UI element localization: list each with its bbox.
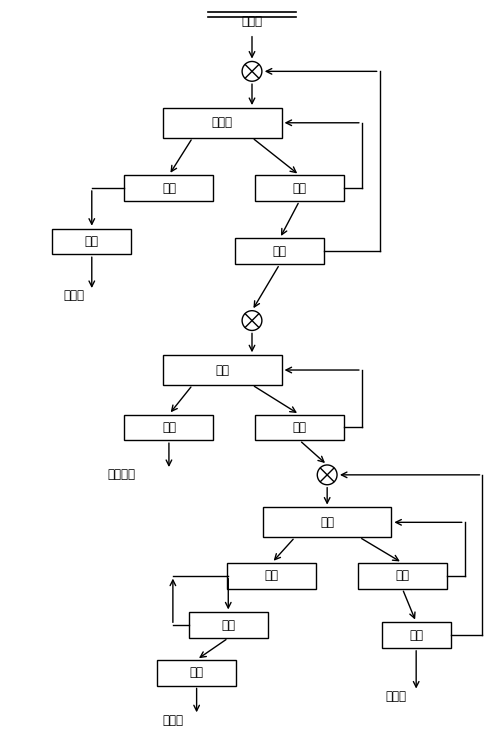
Text: 扫二: 扫二 xyxy=(273,245,287,258)
Bar xyxy=(163,355,282,385)
Text: 精一: 精一 xyxy=(265,569,279,583)
Text: 铅粗选: 铅粗选 xyxy=(212,116,233,129)
Text: 铜精矿: 铜精矿 xyxy=(162,713,183,727)
Circle shape xyxy=(242,62,262,81)
Text: 铅精矿: 铅精矿 xyxy=(64,289,85,302)
Bar xyxy=(263,507,392,537)
Text: 锌铅精矿: 锌铅精矿 xyxy=(107,469,136,481)
Text: 氰化渣: 氰化渣 xyxy=(241,16,263,28)
Bar xyxy=(52,228,132,254)
Text: 粗选: 粗选 xyxy=(215,364,229,376)
Bar xyxy=(255,414,344,440)
Text: 扫一: 扫一 xyxy=(292,182,306,194)
Text: 精一: 精一 xyxy=(162,421,176,434)
Bar xyxy=(163,108,282,138)
Text: 精三: 精三 xyxy=(190,666,204,679)
Bar xyxy=(157,660,236,685)
Text: 精二: 精二 xyxy=(221,619,235,632)
Bar xyxy=(124,175,213,201)
Bar xyxy=(358,563,447,589)
Bar xyxy=(124,414,213,440)
Bar xyxy=(235,239,324,264)
Circle shape xyxy=(318,465,337,485)
Text: 扫一: 扫一 xyxy=(395,569,409,583)
Bar xyxy=(255,175,344,201)
Circle shape xyxy=(242,311,262,330)
Text: 扫二: 扫二 xyxy=(409,629,423,641)
Text: 扫一: 扫一 xyxy=(292,421,306,434)
Text: 硫精矿: 硫精矿 xyxy=(386,690,407,703)
Bar xyxy=(382,622,451,648)
Text: 粗选: 粗选 xyxy=(320,516,334,529)
Text: 精一: 精一 xyxy=(162,182,176,194)
Bar xyxy=(227,563,317,589)
Bar xyxy=(188,612,268,638)
Text: 精二: 精二 xyxy=(85,235,99,248)
